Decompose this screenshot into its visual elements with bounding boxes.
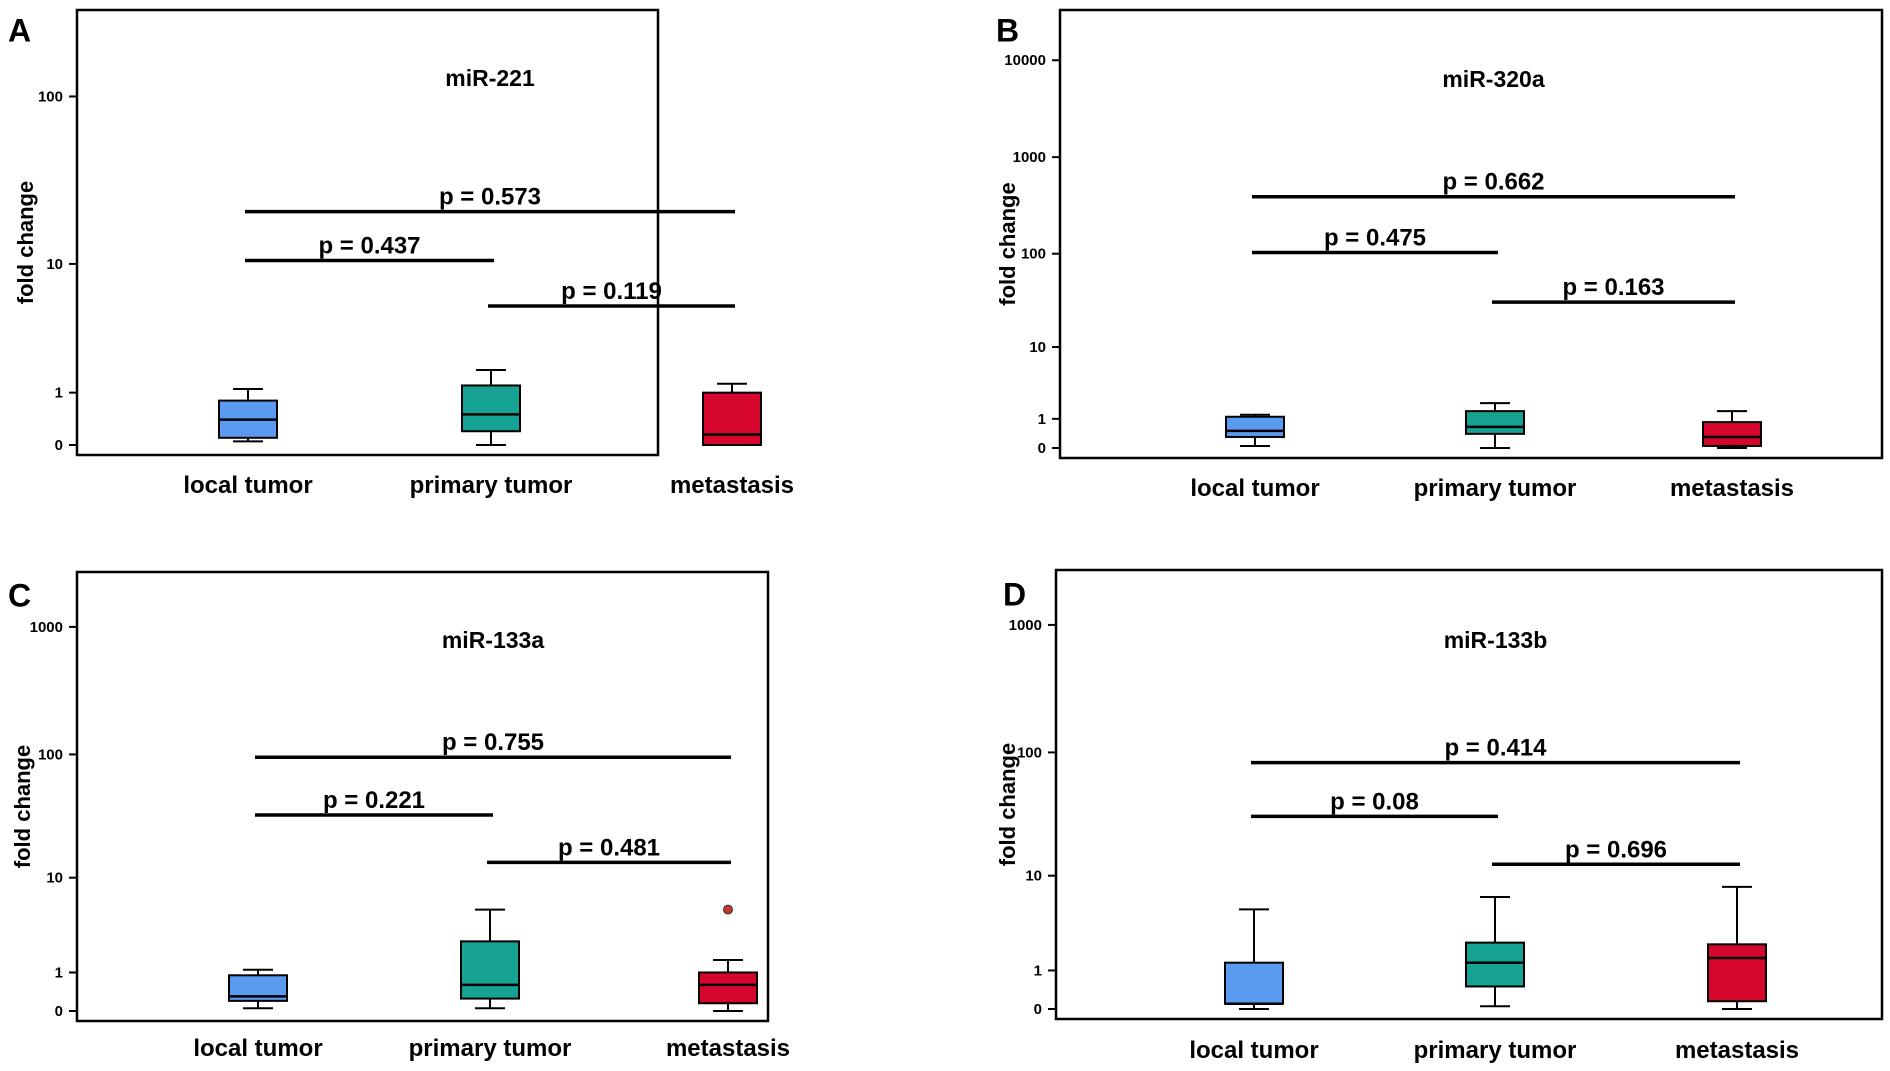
p-value-label: p = 0.163 — [1562, 274, 1664, 301]
p-value-label: p = 0.475 — [1324, 224, 1426, 251]
p-value-label: p = 0.119 — [561, 278, 662, 305]
x-tick-label: local tumor — [183, 472, 312, 499]
box-primary-tumor — [1465, 895, 1525, 1008]
box-local-tumor — [1224, 908, 1284, 1010]
p-value-label: p = 0.437 — [318, 233, 420, 260]
box-metastasis — [702, 382, 762, 447]
box-primary-tumor — [461, 368, 521, 446]
y-tick-label: 10 — [1029, 339, 1046, 356]
y-axis-label: fold change — [10, 745, 35, 868]
p-value-label: p = 0.662 — [1442, 169, 1544, 196]
x-tick-label: primary tumor — [1414, 1037, 1577, 1064]
x-tick-label: local tumor — [1190, 475, 1319, 502]
y-tick-label: 1 — [1034, 962, 1042, 979]
box-primary-tumor — [1465, 402, 1525, 449]
p-value-label: p = 0.573 — [439, 184, 541, 211]
box-metastasis — [1702, 410, 1762, 449]
x-tick-label: metastasis — [670, 472, 794, 499]
y-tick-label: 10 — [1025, 868, 1042, 885]
box-local-tumor — [228, 968, 288, 1010]
y-tick-label: 1000 — [30, 619, 63, 636]
x-tick-label: metastasis — [666, 1035, 790, 1062]
panel-label: C — [8, 577, 31, 613]
y-tick-label: 0 — [55, 437, 63, 454]
box-local-tumor — [218, 387, 278, 443]
plot-frame — [75, 570, 770, 1023]
box-iqr — [1707, 943, 1767, 1003]
plot-frame — [75, 8, 660, 457]
y-tick-label: 100 — [1021, 246, 1046, 263]
box-iqr — [460, 940, 520, 1000]
box-metastasis — [1707, 885, 1767, 1010]
y-tick-label: 0 — [1038, 440, 1046, 457]
x-tick-label: primary tumor — [410, 472, 573, 499]
y-axis-label: fold change — [995, 743, 1020, 866]
p-value-label: p = 0.481 — [558, 834, 660, 861]
chart-title: miR-320a — [1442, 66, 1544, 92]
box-primary-tumor — [460, 908, 520, 1010]
box-iqr — [1225, 415, 1285, 438]
chart-title: miR-221 — [445, 65, 535, 91]
y-tick-label: 10000 — [1004, 52, 1046, 69]
y-tick-label: 1 — [55, 385, 63, 402]
x-tick-label: metastasis — [1675, 1037, 1799, 1064]
x-tick-label: local tumor — [193, 1035, 322, 1062]
y-tick-label: 1 — [55, 964, 63, 981]
box-iqr — [702, 391, 762, 447]
p-value-label: p = 0.08 — [1330, 788, 1419, 815]
y-tick-label: 10 — [46, 256, 63, 273]
x-tick-label: local tumor — [1189, 1037, 1318, 1064]
box-iqr — [1465, 410, 1525, 435]
y-tick-label: 10 — [46, 870, 63, 887]
y-axis-label: fold change — [995, 182, 1020, 305]
y-tick-label: 0 — [1034, 1001, 1042, 1018]
x-tick-label: metastasis — [1670, 475, 1794, 502]
box-iqr — [1224, 961, 1284, 1005]
plot-frame — [1058, 8, 1884, 460]
p-value-label: p = 0.755 — [442, 729, 544, 756]
chart-title: miR-133b — [1444, 627, 1548, 653]
y-tick-label: 0 — [55, 1003, 63, 1020]
y-tick-label: 100 — [1017, 744, 1042, 761]
y-tick-label: 100 — [38, 746, 63, 763]
p-value-label: p = 0.414 — [1444, 735, 1547, 762]
y-tick-label: 1000 — [1009, 617, 1042, 634]
x-tick-label: primary tumor — [409, 1035, 572, 1062]
outlier-point — [723, 904, 733, 915]
y-axis-label: fold change — [13, 181, 38, 304]
plot-frame — [1054, 568, 1884, 1021]
p-value-label: p = 0.696 — [1565, 836, 1667, 863]
y-tick-label: 100 — [38, 88, 63, 105]
box-iqr — [1702, 421, 1762, 447]
y-tick-label: 1 — [1038, 411, 1046, 428]
box-iqr — [1465, 941, 1525, 988]
chart-title: miR-133a — [442, 627, 544, 653]
box-iqr — [461, 384, 521, 433]
panel-label: D — [1003, 576, 1026, 612]
panel-label: B — [996, 12, 1019, 48]
box-local-tumor — [1225, 413, 1285, 447]
p-value-label: p = 0.221 — [323, 787, 425, 814]
x-tick-label: primary tumor — [1414, 475, 1577, 502]
box-iqr — [698, 971, 758, 1005]
y-tick-label: 1000 — [1013, 149, 1046, 166]
panel-label: A — [8, 12, 31, 48]
box-metastasis — [698, 959, 758, 1012]
